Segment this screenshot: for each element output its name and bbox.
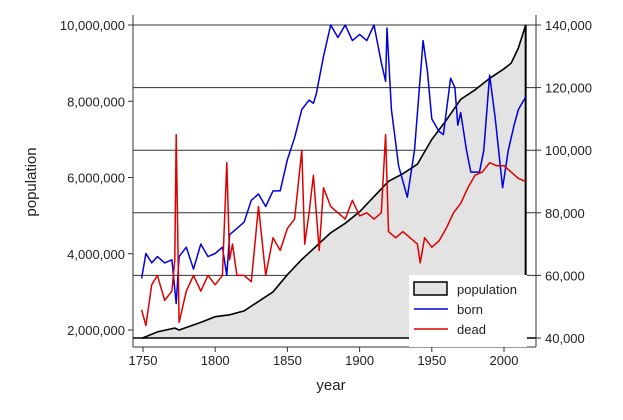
left-tick-label: 2,000,000 [67, 323, 125, 338]
right-tick-label: 40,000 [545, 331, 585, 346]
right-tick-label: 140,000 [545, 18, 592, 33]
population-area [141, 25, 526, 339]
legend-label-population: population [457, 282, 517, 297]
x-tick-label: 1850 [273, 353, 302, 368]
y-axis-label: population [23, 147, 40, 216]
right-tick-label: 100,000 [545, 143, 592, 158]
left-tick-label: 4,000,000 [67, 247, 125, 262]
left-tick-label: 10,000,000 [60, 18, 125, 33]
population-line [141, 24, 527, 340]
x-tick-label: 1950 [417, 353, 446, 368]
legend-label-dead: dead [457, 322, 486, 337]
legend: population born dead [409, 275, 527, 347]
x-tick-label: 1900 [345, 353, 374, 368]
right-tick-label: 80,000 [545, 206, 585, 221]
right-tick-label: 60,000 [545, 268, 585, 283]
legend-swatch-population [413, 281, 448, 296]
x-tick-label: 1800 [201, 353, 230, 368]
x-axis-label: year [316, 377, 345, 394]
x-tick-label: 1750 [129, 353, 158, 368]
left-tick-label: 8,000,000 [67, 94, 125, 109]
born-line [140, 24, 527, 305]
right-tick-label: 120,000 [545, 81, 592, 96]
dead-line [140, 133, 526, 327]
left-tick-label: 6,000,000 [67, 171, 125, 186]
x-tick-label: 2000 [490, 353, 519, 368]
axes: 1750 1800 1850 1900 1950 2000 2,000,000 4,000,0… [60, 15, 592, 368]
legend-label-born: born [457, 302, 483, 317]
